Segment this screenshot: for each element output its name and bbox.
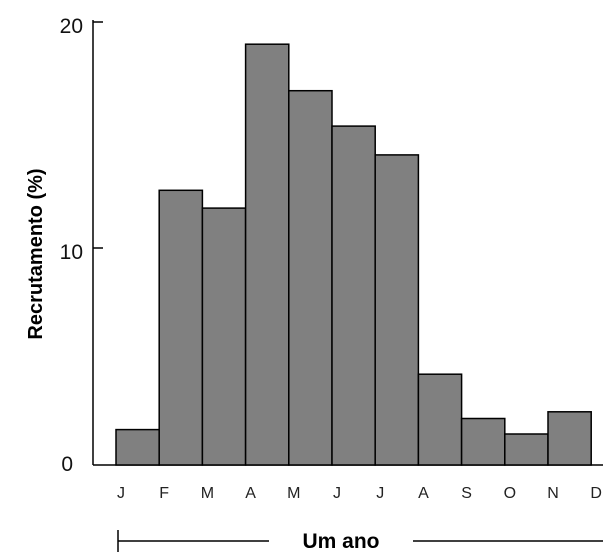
x-tick-label-10: O [504, 485, 516, 502]
x-tick-label-9: S [461, 485, 472, 502]
x-tick-label-7: J [376, 485, 384, 502]
bars-group [115, 43, 592, 466]
bar-1 [115, 428, 160, 466]
bar-2 [158, 189, 204, 466]
y-tick-label-10: 10 [60, 241, 83, 264]
x-tick-label-1: J [117, 485, 125, 502]
one-year-label: Um ano [302, 530, 379, 553]
x-tick-label-11: N [547, 485, 559, 502]
y-axis-label: Recrutamento (%) [25, 168, 47, 339]
bar-9 [460, 417, 506, 466]
y-tick-label-20: 20 [60, 15, 83, 38]
bar-4 [244, 43, 290, 466]
bar-7 [374, 154, 420, 466]
x-tick-label-6: J [333, 485, 341, 502]
x-tick-label-5: M [287, 485, 300, 502]
x-tick-label-3: M [201, 485, 214, 502]
bar-6 [331, 125, 376, 466]
x-tick-label-2: F [159, 485, 169, 502]
bar-8 [417, 373, 463, 466]
bar-10 [504, 433, 549, 466]
bar-5 [288, 89, 333, 466]
y-tick-label-0: 0 [61, 453, 73, 476]
x-tick-label-8: A [418, 485, 429, 502]
x-tick-label-4: A [245, 485, 256, 502]
bar-3 [201, 207, 247, 466]
bar-11 [547, 411, 592, 466]
x-tick-label-12: D [590, 485, 602, 502]
